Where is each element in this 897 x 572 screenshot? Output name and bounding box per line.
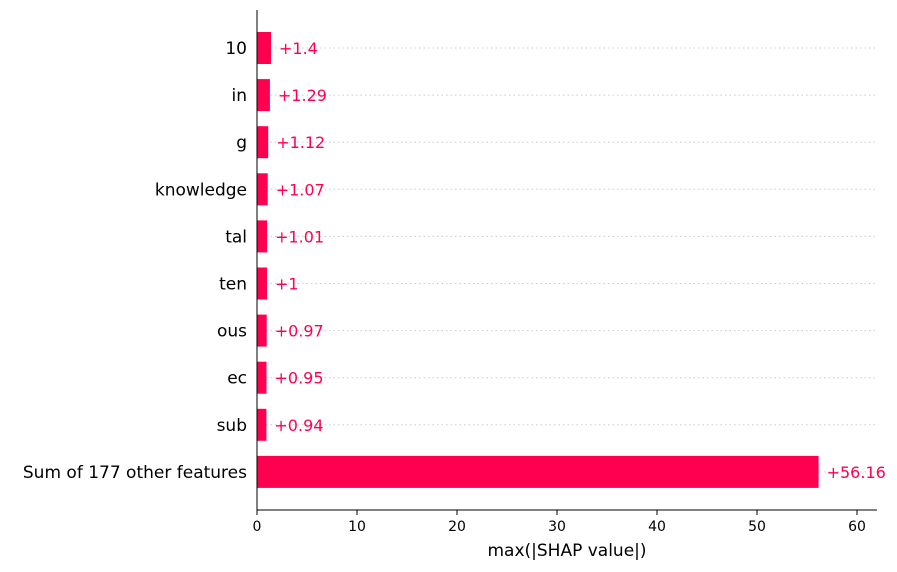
axis-layer: 0 10 20 30 40 50 60 [253,10,877,535]
bar [257,220,268,253]
category-label: ous [217,322,247,342]
x-tick-label: 20 [448,519,466,535]
category-label: sub [217,416,247,436]
category-label: tal [225,227,247,247]
bar-layer [257,32,819,488]
value-label: +1.01 [275,227,324,246]
bar [257,173,268,206]
category-label: ten [219,275,247,295]
bar [257,267,267,300]
x-tick-label: 40 [648,519,666,535]
x-tick-label: 30 [548,519,566,535]
bar [257,126,269,159]
x-tick-label: 0 [253,519,262,535]
value-label: +56.16 [827,463,886,482]
value-label: +0.97 [275,322,324,341]
bar [257,408,267,441]
bar [257,314,267,347]
grid-layer [257,47,877,473]
category-label: Sum of 177 other features [23,463,247,483]
bar [257,361,267,394]
x-axis-title: max(|SHAP value|) [487,541,646,561]
value-label: +1.29 [278,86,327,105]
value-label: +0.94 [274,416,323,435]
value-label: +1.4 [279,39,318,58]
category-label: in [232,86,248,106]
category-label: 10 [225,39,247,59]
value-label: +1 [275,275,299,294]
category-label: ec [227,369,247,389]
value-label: +1.07 [276,180,325,199]
label-layer: 10 +1.4 in +1.29 g +1.12 knowledge +1.07 tal +1.0… [23,39,886,483]
bar [257,455,819,488]
value-label: +1.12 [276,133,325,152]
bar [257,79,270,112]
x-tick-label: 60 [848,519,866,535]
category-label: g [236,133,247,153]
x-tick-label: 50 [748,519,766,535]
bar [257,32,271,64]
value-label: +0.95 [275,369,324,388]
x-tick-label: 10 [348,519,366,535]
category-label: knowledge [155,180,247,200]
